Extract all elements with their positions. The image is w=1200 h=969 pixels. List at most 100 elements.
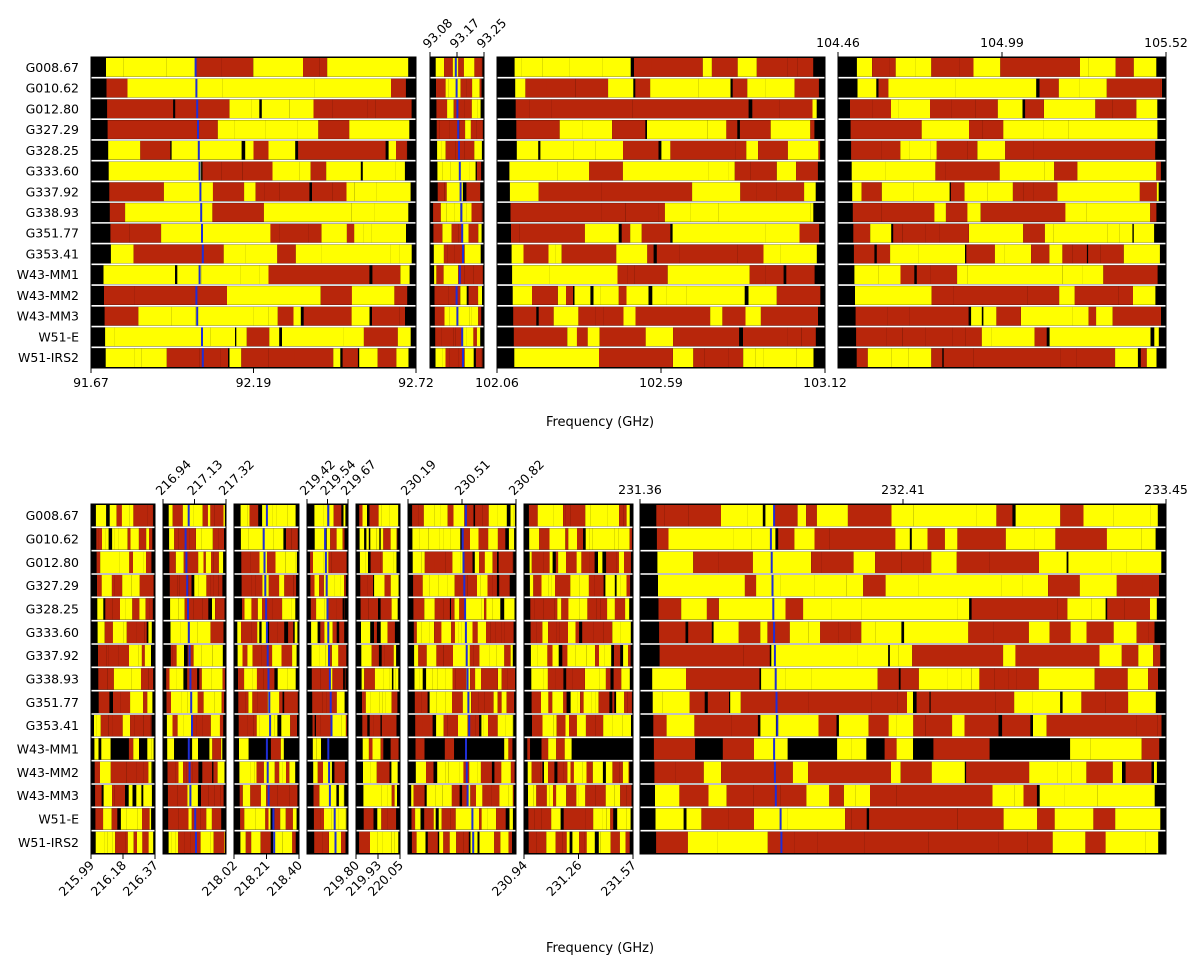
channel-segment bbox=[629, 668, 630, 689]
channel-segment bbox=[1015, 785, 1024, 806]
channel-segment bbox=[837, 738, 852, 759]
channel-segment bbox=[141, 668, 149, 689]
channel-segment bbox=[734, 528, 752, 549]
channel-segment bbox=[838, 622, 850, 643]
channel-segment bbox=[178, 832, 184, 853]
channel-segment bbox=[230, 348, 242, 367]
channel-segment bbox=[313, 762, 318, 783]
channel-segment bbox=[105, 622, 113, 643]
channel-segment bbox=[448, 505, 454, 526]
channel-segment bbox=[149, 668, 152, 689]
channel-segment bbox=[470, 528, 479, 549]
channel-segment bbox=[278, 307, 294, 326]
channel-segment bbox=[530, 738, 540, 759]
channel-segment bbox=[1037, 808, 1055, 829]
channel-segment bbox=[310, 575, 314, 596]
channel-segment bbox=[960, 58, 974, 77]
channel-segment bbox=[117, 162, 202, 181]
channel-segment bbox=[147, 505, 153, 526]
channel-segment bbox=[623, 715, 627, 736]
channel-segment bbox=[611, 832, 620, 853]
channel-segment bbox=[1091, 598, 1105, 619]
channel-segment bbox=[347, 182, 355, 201]
channel-segment bbox=[253, 715, 256, 736]
channel-segment bbox=[414, 785, 425, 806]
channel-segment bbox=[966, 762, 1029, 783]
channel-segment bbox=[440, 307, 445, 326]
channel-segment bbox=[354, 224, 364, 243]
channel-segment bbox=[344, 575, 346, 596]
channel-segment bbox=[102, 528, 106, 549]
channel-segment bbox=[381, 598, 392, 619]
channel-segment bbox=[322, 224, 347, 243]
channel-segment bbox=[864, 328, 887, 347]
channel-segment bbox=[449, 762, 460, 783]
channel-segment bbox=[443, 832, 449, 853]
channel-segment bbox=[1024, 785, 1037, 806]
channel-segment bbox=[411, 785, 413, 806]
channel-segment bbox=[454, 203, 460, 222]
channel-segment bbox=[129, 785, 133, 806]
channel-segment bbox=[1157, 182, 1159, 201]
channel-segment bbox=[972, 668, 980, 689]
channel-segment bbox=[179, 528, 189, 549]
channel-segment bbox=[976, 100, 998, 119]
channel-segment bbox=[821, 738, 837, 759]
channel-segment bbox=[97, 598, 103, 619]
channel-segment bbox=[352, 307, 370, 326]
bottom-source-label: G327.29 bbox=[26, 578, 79, 593]
channel-segment bbox=[296, 245, 322, 264]
channel-segment bbox=[138, 307, 171, 326]
channel-segment bbox=[850, 622, 861, 643]
channel-segment bbox=[808, 622, 820, 643]
channel-segment bbox=[98, 668, 108, 689]
channel-segment bbox=[1077, 162, 1156, 181]
channel-segment bbox=[1002, 575, 1023, 596]
channel-segment bbox=[278, 622, 285, 643]
channel-segment bbox=[391, 528, 397, 549]
channel-segment bbox=[167, 348, 200, 367]
channel-segment bbox=[284, 692, 293, 713]
channel-segment bbox=[749, 286, 777, 305]
channel-segment bbox=[529, 505, 538, 526]
channel-segment bbox=[616, 692, 624, 713]
channel-segment bbox=[105, 307, 139, 326]
channel-segment bbox=[686, 668, 759, 689]
top-source-label: G338.93 bbox=[26, 205, 79, 220]
channel-segment bbox=[481, 203, 482, 222]
channel-segment bbox=[565, 528, 568, 549]
channel-segment bbox=[635, 265, 668, 284]
channel-segment bbox=[852, 738, 866, 759]
channel-segment bbox=[957, 528, 979, 549]
channel-segment bbox=[119, 528, 128, 549]
channel-segment bbox=[802, 328, 816, 347]
channel-segment bbox=[484, 598, 486, 619]
channel-segment bbox=[813, 100, 817, 119]
channel-segment bbox=[657, 552, 693, 573]
channel-segment bbox=[94, 715, 97, 736]
channel-segment bbox=[977, 141, 994, 160]
channel-segment bbox=[988, 182, 1013, 201]
channel-segment bbox=[413, 552, 421, 573]
channel-segment bbox=[777, 286, 821, 305]
channel-segment bbox=[171, 622, 181, 643]
channel-segment bbox=[1124, 245, 1155, 264]
channel-segment bbox=[618, 265, 628, 284]
channel-segment bbox=[277, 245, 296, 264]
channel-segment bbox=[576, 645, 587, 666]
channel-segment bbox=[452, 224, 459, 243]
channel-segment bbox=[965, 715, 999, 736]
channel-segment bbox=[673, 224, 766, 243]
channel-segment bbox=[612, 692, 614, 713]
channel-segment bbox=[743, 645, 770, 666]
channel-segment bbox=[619, 528, 630, 549]
channel-segment bbox=[903, 328, 926, 347]
channel-segment bbox=[704, 141, 735, 160]
top-tick-label: 230.19 bbox=[398, 457, 440, 499]
channel-segment bbox=[881, 141, 900, 160]
top-tick-label: 93.17 bbox=[447, 15, 483, 51]
channel-segment bbox=[465, 120, 471, 139]
channel-segment bbox=[708, 120, 727, 139]
channel-segment bbox=[1081, 692, 1105, 713]
channel-segment bbox=[623, 645, 628, 666]
